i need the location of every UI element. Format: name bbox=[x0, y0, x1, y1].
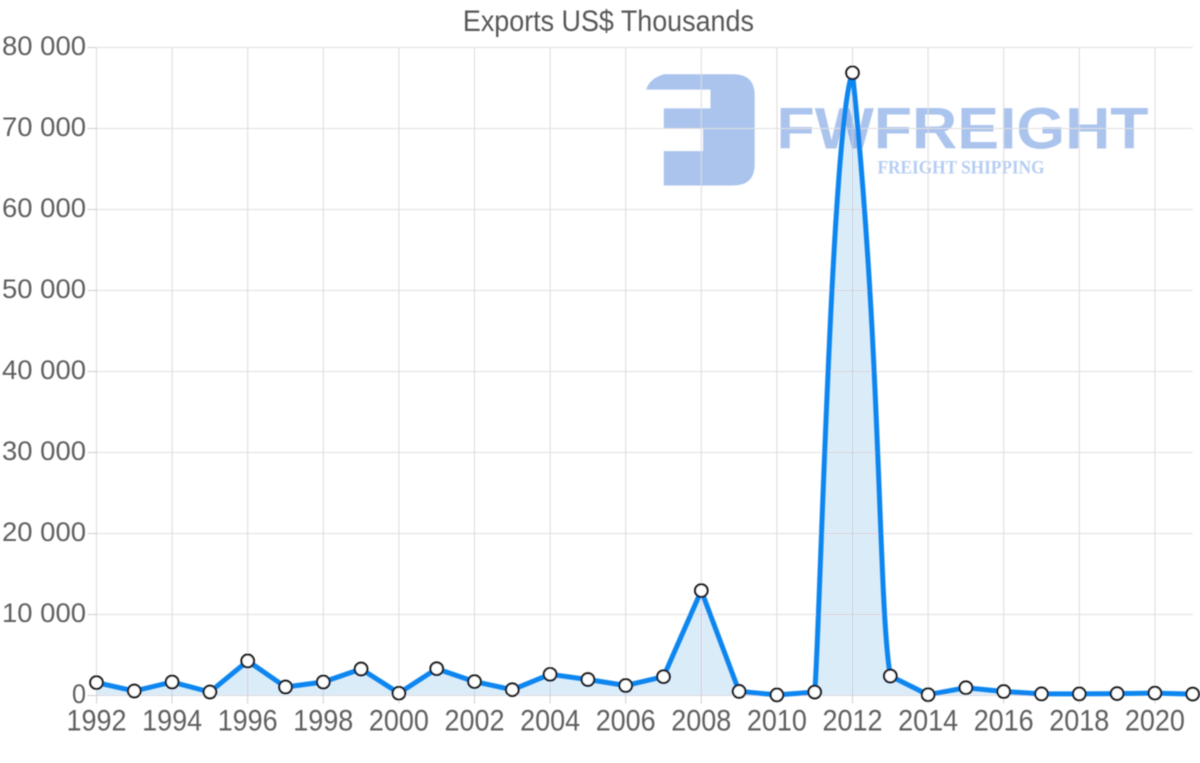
svg-text:2002: 2002 bbox=[445, 705, 505, 738]
svg-text:2012: 2012 bbox=[823, 705, 883, 738]
svg-text:FREIGHT SHIPPING: FREIGHT SHIPPING bbox=[878, 159, 1045, 179]
svg-text:1998: 1998 bbox=[293, 705, 353, 738]
svg-text:2008: 2008 bbox=[671, 705, 731, 738]
svg-text:1992: 1992 bbox=[67, 705, 127, 738]
svg-text:2010: 2010 bbox=[747, 705, 807, 738]
svg-text:70 000: 70 000 bbox=[2, 112, 86, 142]
svg-text:2000: 2000 bbox=[369, 705, 429, 738]
svg-text:2018: 2018 bbox=[1049, 705, 1109, 738]
svg-text:Exports US$ Thousands: Exports US$ Thousands bbox=[463, 5, 754, 38]
svg-text:20 000: 20 000 bbox=[2, 517, 86, 547]
svg-text:2006: 2006 bbox=[596, 705, 656, 738]
svg-text:30 000: 30 000 bbox=[2, 436, 86, 466]
svg-text:1994: 1994 bbox=[142, 705, 202, 738]
svg-text:60 000: 60 000 bbox=[2, 193, 86, 223]
svg-text:2014: 2014 bbox=[898, 705, 958, 738]
svg-text:0: 0 bbox=[72, 679, 86, 709]
svg-text:2016: 2016 bbox=[974, 705, 1034, 738]
svg-text:50 000: 50 000 bbox=[2, 274, 86, 304]
svg-text:2020: 2020 bbox=[1125, 705, 1185, 738]
svg-text:1996: 1996 bbox=[218, 705, 278, 738]
svg-text:2004: 2004 bbox=[520, 705, 580, 738]
svg-text:10 000: 10 000 bbox=[2, 598, 86, 628]
svg-text:40 000: 40 000 bbox=[2, 355, 86, 385]
svg-text:FWFREIGHT: FWFREIGHT bbox=[777, 97, 1149, 162]
svg-text:80 000: 80 000 bbox=[2, 31, 86, 61]
